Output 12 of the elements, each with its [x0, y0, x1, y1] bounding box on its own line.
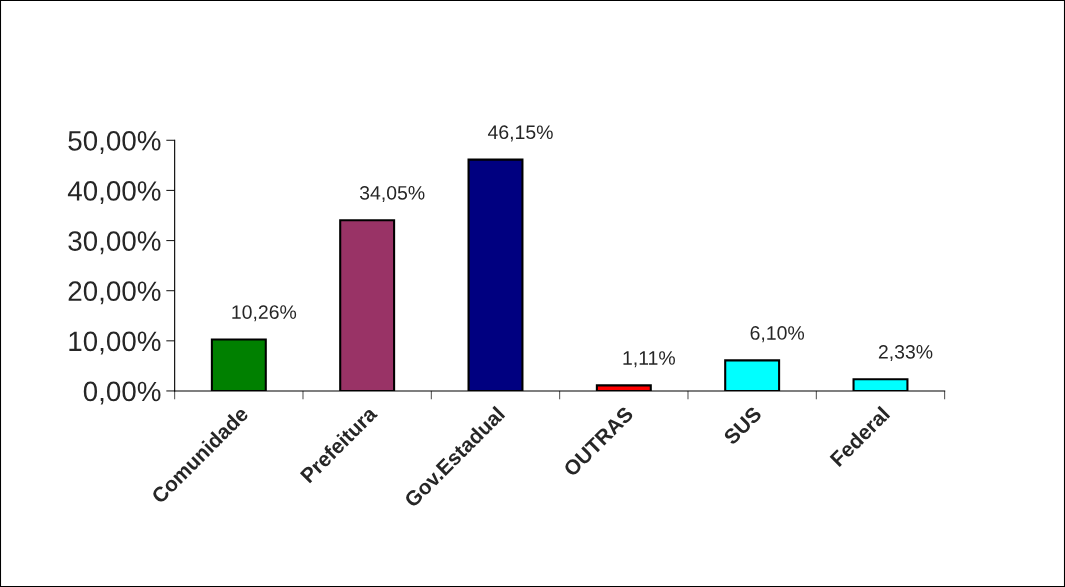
y-tick-label: 40,00% [67, 181, 161, 205]
data-label: 10,26% [232, 305, 297, 322]
data-label: 6,10% [750, 326, 805, 343]
y-tick-label: 20,00% [68, 281, 161, 305]
y-tick-label: 30,00% [68, 231, 161, 255]
data-label: 34,05% [359, 185, 425, 203]
data-label: 2,33% [878, 344, 933, 362]
data-label: 1,11% [623, 351, 675, 368]
data-label: 46,15% [487, 125, 553, 142]
y-tick-label: 10,00% [69, 331, 161, 355]
y-tick-label: 50,00% [68, 130, 161, 154]
y-tick-label: 0,00% [83, 381, 161, 405]
